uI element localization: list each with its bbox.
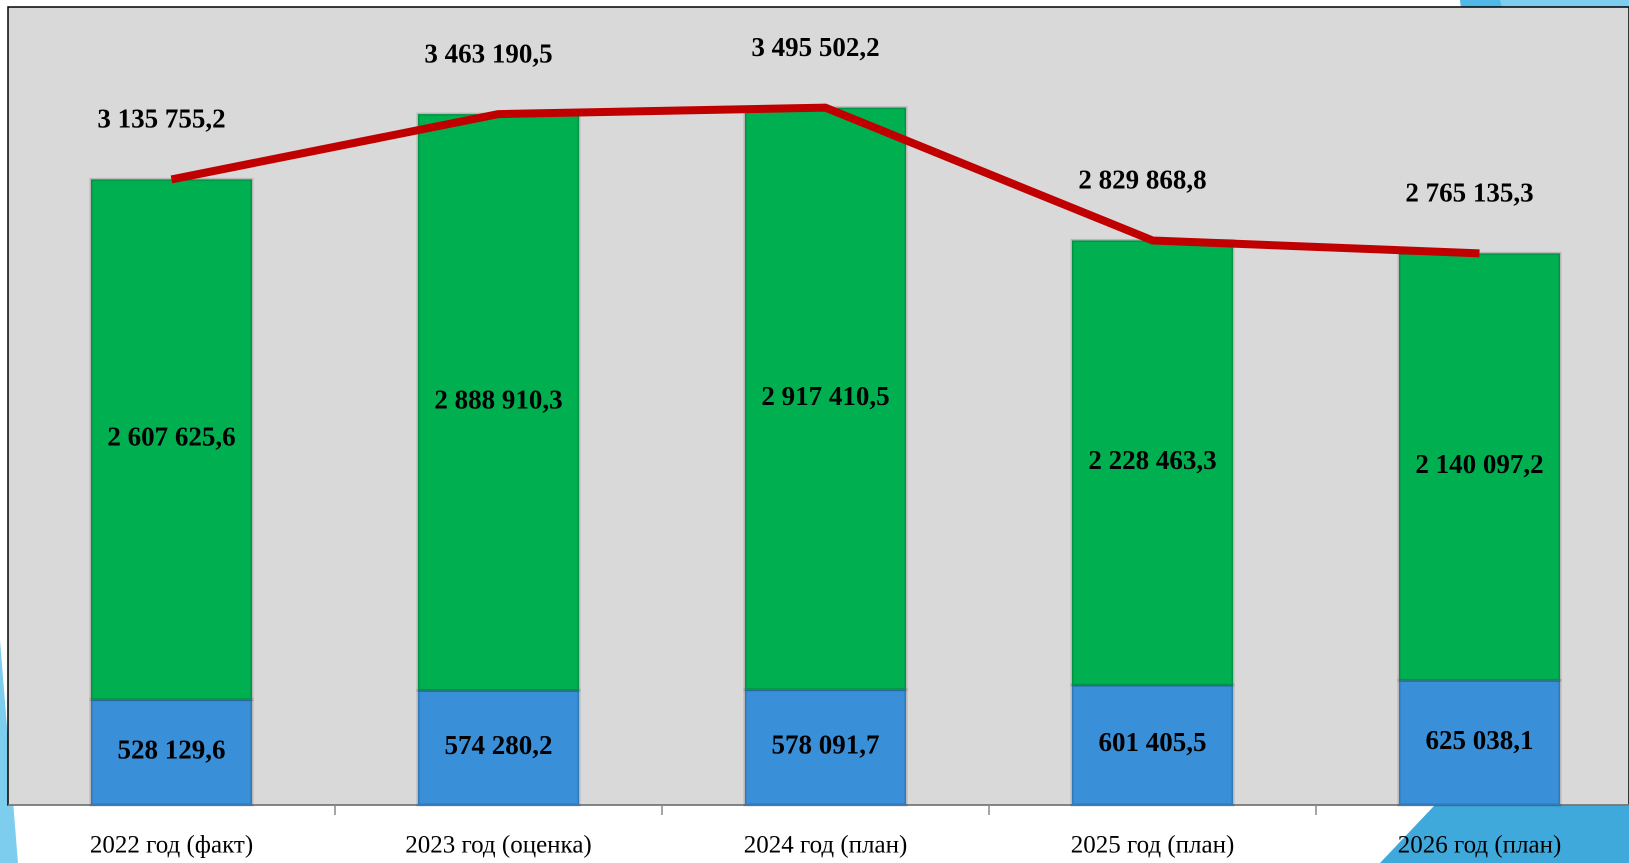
x-tick-label: 2024 год (план) — [744, 832, 908, 859]
x-tick-label: 2022 год (факт) — [90, 832, 253, 859]
data-label: 2 228 463,3 — [1088, 445, 1216, 475]
data-label: 2 140 097,2 — [1415, 449, 1543, 479]
bar-segment — [1397, 251, 1562, 682]
x-tick-label: 2023 год (оценка) — [405, 832, 592, 859]
data-label: 2 607 625,6 — [107, 422, 235, 452]
data-label: 601 405,5 — [1099, 727, 1207, 757]
data-label: 2 917 410,5 — [761, 381, 889, 411]
bar-segment — [743, 688, 908, 807]
total-line — [170, 103, 1480, 258]
data-label: 2 888 910,3 — [434, 384, 562, 414]
data-label: 574 280,2 — [445, 730, 553, 760]
data-label: 2 765 135,3 — [1405, 178, 1533, 208]
data-label: 528 129,6 — [118, 735, 226, 765]
x-tick-label: 2025 год (план) — [1071, 832, 1235, 859]
bar-segment — [1070, 238, 1235, 687]
data-label: 3 463 190,5 — [424, 38, 552, 68]
bar-segment — [416, 688, 581, 807]
bar-segment — [1397, 678, 1562, 807]
bar-segment — [1070, 683, 1235, 807]
bar-segment — [743, 106, 908, 692]
data-label: 3 135 755,2 — [97, 104, 225, 134]
data-label: 578 091,7 — [772, 730, 880, 760]
bar-segment — [416, 112, 581, 692]
bar-segment — [89, 177, 254, 702]
data-label: 625 038,1 — [1426, 725, 1534, 755]
data-label: 3 495 502,2 — [751, 32, 879, 62]
x-tick-label: 2026 год (план) — [1398, 832, 1562, 859]
data-label: 2 829 868,8 — [1078, 165, 1206, 195]
